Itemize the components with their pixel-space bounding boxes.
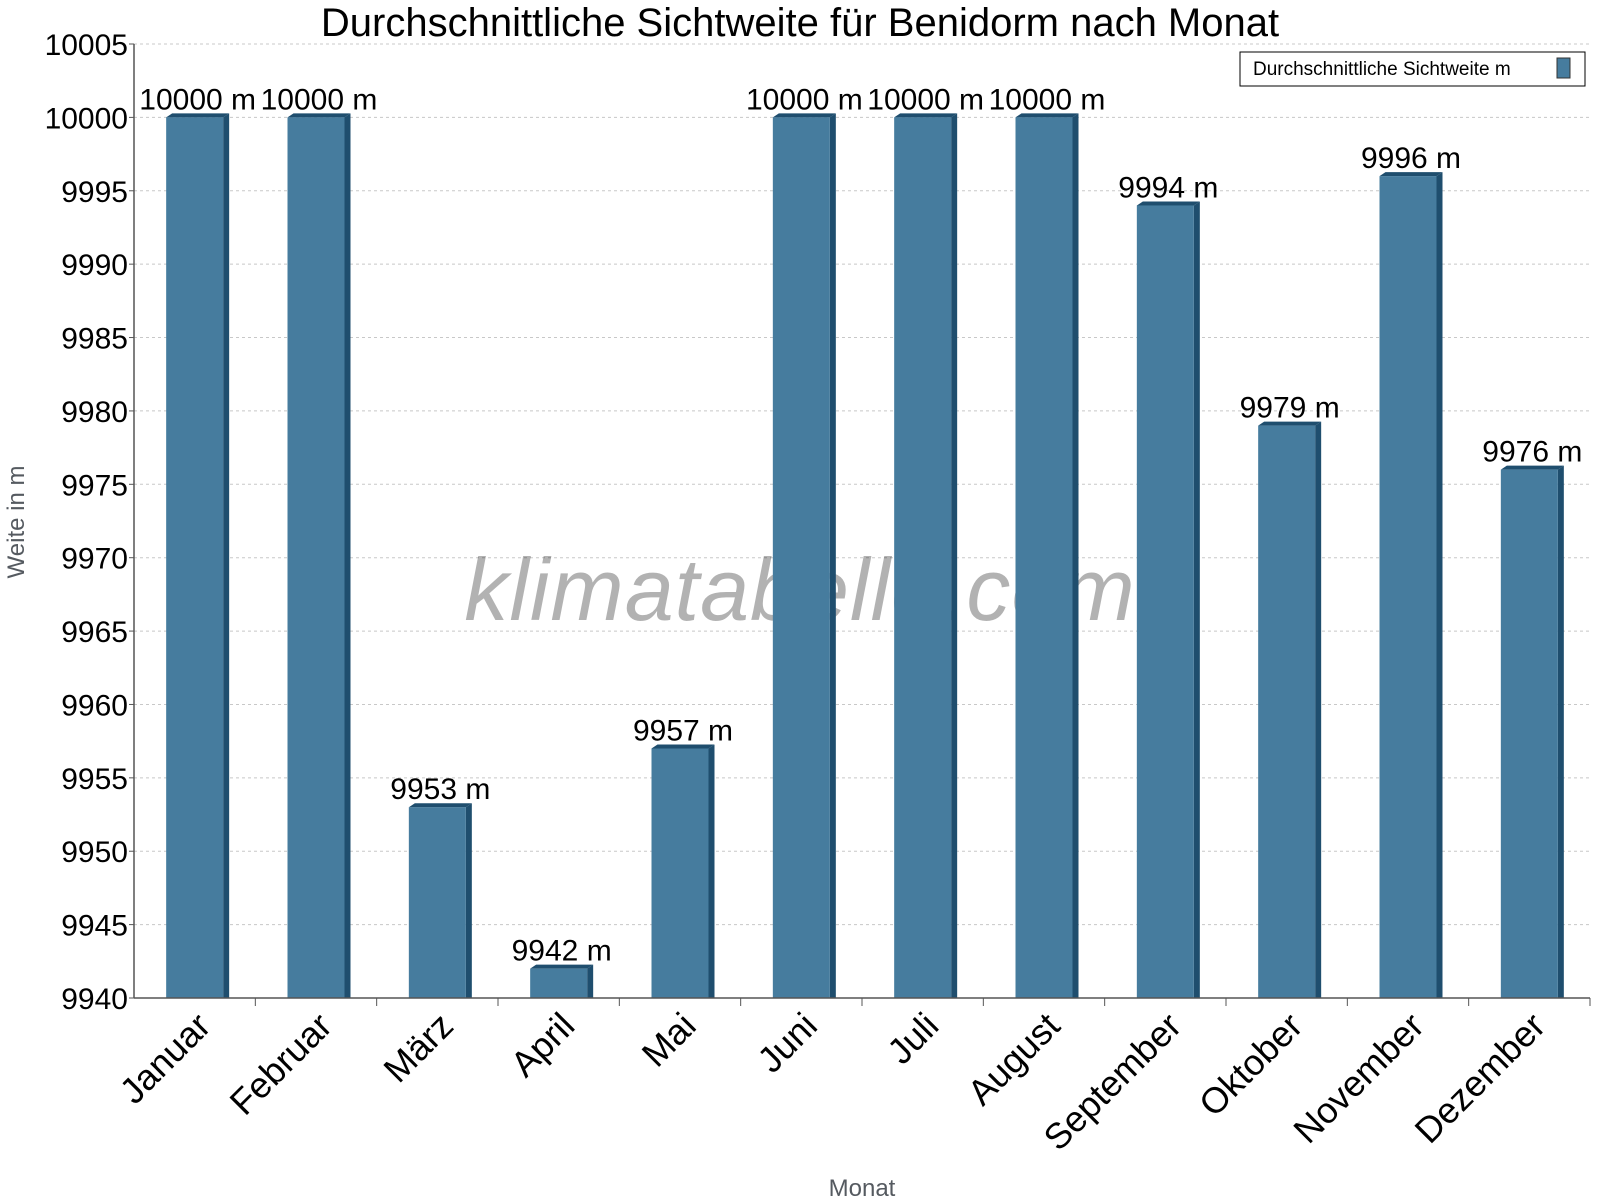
legend: Durchschnittliche Sichtweite m [1239,51,1586,87]
bar-front [1379,176,1437,999]
bar-side [223,113,230,998]
bar-juli [894,113,958,998]
data-label: 10000 m [989,83,1106,116]
bar-august [1015,113,1079,998]
legend-box [1239,51,1586,87]
x-tick-label: Oktober [1191,1005,1311,1125]
bar-side [1557,465,1564,999]
y-tick-label: 9940 [61,983,128,1016]
axes [133,44,1590,999]
data-label: 9996 m [1361,142,1461,175]
bar-front [166,117,224,998]
bar-front [772,117,830,998]
legend-swatch [1556,57,1571,79]
y-tick-label: 9945 [61,910,128,943]
bar-märz [408,803,472,998]
y-tick-label: 10000 [45,102,128,135]
bar-dezember [1500,465,1564,999]
bar-september [1136,201,1200,998]
grid-lines [134,43,1590,926]
x-tick-label: Juni [749,1005,825,1081]
x-axis-label: Monat [829,1175,896,1200]
y-tick-labels: 9940 9945 9950 9955 9960 9965 9970 9975 9980 9985… [45,29,134,1016]
bar-top [1015,113,1079,118]
y-tick-label: 9995 [61,176,128,209]
bar-november [1379,172,1443,999]
legend-entry-label: Durchschnittliche Sichtweite m [1253,59,1511,80]
bar-front [530,968,588,998]
bar-januar [166,113,230,998]
bar-top [1500,465,1564,470]
bar-front [1136,205,1194,998]
bar-side [1436,172,1443,999]
bar-front [287,117,345,998]
y-tick-label: 9980 [61,396,128,429]
y-tick-label: 10005 [45,29,128,62]
bar-top [894,113,958,118]
y-tick-label: 9990 [61,249,128,282]
y-tick-label: 9955 [61,763,128,796]
bar-top [530,964,594,969]
data-label: 9942 m [512,935,612,968]
x-tick-label: April [502,1005,582,1085]
bar-front [651,748,709,998]
bars [166,113,1564,999]
x-tick-labels: Januar Februar März April Mai Juni Juli AugustS… [111,998,1591,1158]
y-tick-label: 9970 [61,543,128,576]
x-tick-label: Februar [222,1005,340,1123]
x-tick-label: Juli [879,1005,946,1072]
bar-februar [287,113,351,998]
bar-front [894,117,952,998]
x-tick-label: August [959,1005,1067,1113]
bar-side [1193,201,1200,998]
bar-side [951,113,958,998]
bar-side [465,803,472,998]
bar-juni [772,113,836,998]
bar-front [1015,117,1073,998]
bar-front [1258,425,1316,999]
bar-oktober [1258,421,1322,999]
data-label: 9994 m [1118,171,1218,204]
bar-top [287,113,351,118]
bar-top [1258,421,1322,426]
bar-side [829,113,836,998]
x-tick-label: März [375,1005,461,1091]
bar-top [1379,172,1443,177]
y-tick-label: 9975 [61,469,128,502]
y-tick-label: 9965 [61,616,128,649]
bar-top [408,803,472,808]
data-label: 10000 m [746,83,863,116]
y-axis-label: Weite in m [3,466,30,579]
data-label: 9953 m [390,773,490,806]
bar-top [651,744,715,749]
bar-mai [651,744,715,998]
bar-side [708,744,715,998]
data-label: 10000 m [139,83,256,116]
data-label: 9979 m [1240,392,1340,425]
bar-front [1500,469,1558,999]
x-tick-label: Mai [634,1005,704,1075]
y-tick-label: 9950 [61,836,128,869]
bar-front [408,807,466,998]
x-tick-label: Dezember [1407,1005,1553,1151]
x-tick-label: Januar [111,1005,218,1112]
data-label: 10000 m [261,83,378,116]
bar-top [166,113,230,118]
bar-side [344,113,351,998]
chart-title: Durchschnittliche Sichtweite für Benidor… [321,1,1279,45]
bar-top [772,113,836,118]
data-label: 10000 m [867,83,984,116]
bar-side [1315,421,1322,999]
bar-top [1136,201,1200,206]
data-label: 9976 m [1482,436,1582,469]
data-label: 9957 m [633,714,733,747]
bar-april [530,964,594,998]
y-tick-label: 9985 [61,323,128,356]
x-tick-label: November [1285,1005,1431,1151]
bar-side [1072,113,1079,998]
bar-side [587,964,594,998]
y-tick-label: 9960 [61,689,128,722]
